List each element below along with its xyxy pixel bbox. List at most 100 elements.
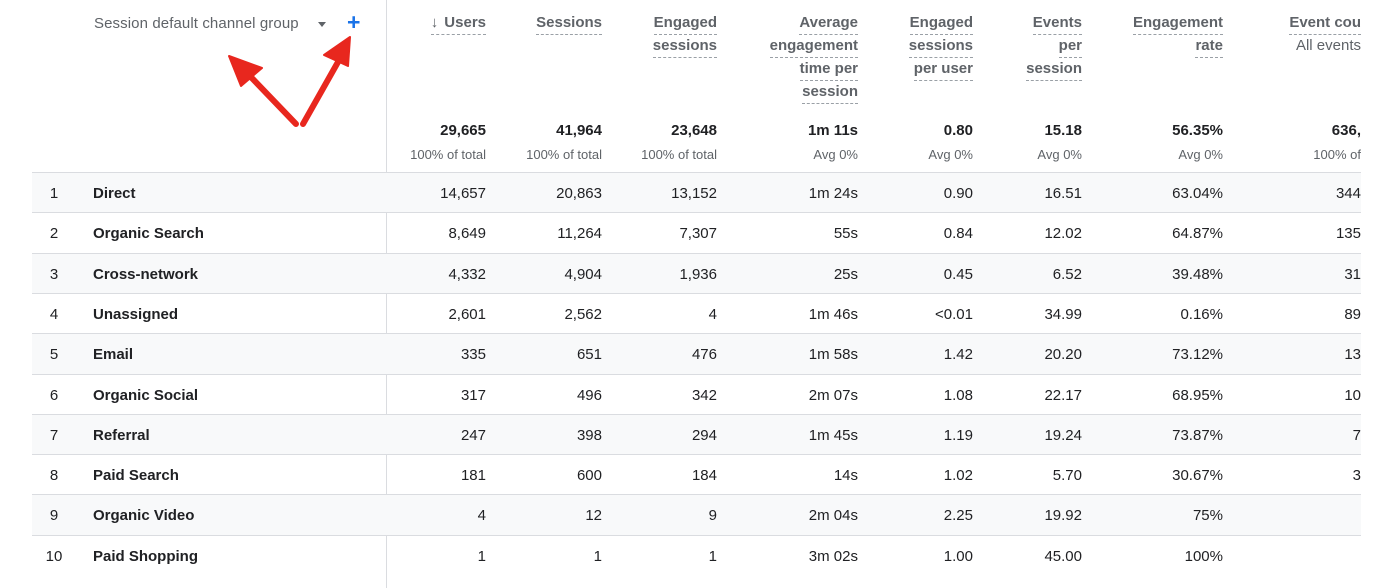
total-value: 1m 11s	[807, 122, 858, 139]
channel-name[interactable]: Organic Social	[93, 386, 199, 404]
cell-users: 1	[477, 547, 486, 565]
column-header-line: time per	[799, 60, 858, 77]
total-value: 15.18	[1044, 122, 1082, 139]
table-row[interactable]: 10 Paid Shopping 1 1 1 3m 02s 1.00 45.00 100%	[32, 534, 1361, 576]
column-header-engaged-sessions[interactable]: Engaged sessions	[652, 12, 717, 58]
cell-events-per-session: 20.20	[1044, 346, 1082, 364]
table-row[interactable]: 4 Unassigned 2,601 2,562 4 1m 46s <0.01 34.99 0.…	[32, 292, 1361, 334]
caret-down-icon[interactable]	[318, 22, 326, 27]
row-index: 9	[49, 507, 59, 525]
cell-event-cou: 135	[1335, 225, 1361, 243]
cell-users: 335	[460, 346, 486, 364]
row-index: 2	[49, 225, 59, 243]
channel-name[interactable]: Organic Search	[93, 225, 204, 243]
channel-name[interactable]: Cross-network	[93, 265, 199, 283]
column-header-line: Sessions	[536, 14, 602, 31]
column-header-label: rate	[1195, 35, 1223, 58]
cell-engaged-sessions: 9	[708, 507, 717, 525]
table-row[interactable]: 1 Direct 14,657 20,863 13,152 1m 24s 0.90 16.51…	[32, 172, 1361, 213]
total-value: 636,	[1331, 122, 1361, 139]
cell-event-cou: 31	[1344, 265, 1361, 283]
cell-engaged-sessions-per-user: 1.19	[943, 426, 973, 444]
column-header-events-per-session[interactable]: Events per session	[1026, 12, 1082, 81]
cell-users: 317	[460, 386, 486, 404]
cell-engagement-rate: 75%	[1192, 507, 1223, 525]
cell-sessions: 11,264	[557, 225, 602, 243]
table-row[interactable]: 6 Organic Social 317 496 342 2m 07s 1.08 22.17 6…	[32, 373, 1361, 415]
row-index: 5	[49, 346, 59, 364]
channel-name[interactable]: Email	[93, 346, 134, 364]
channel-name[interactable]: Paid Shopping	[93, 547, 198, 565]
cell-engaged-sessions-per-user: 0.84	[943, 225, 973, 243]
column-header-label: Events	[1032, 12, 1082, 35]
column-header-subtitle: All events	[1295, 37, 1361, 54]
cell-average-engagement-time-per-session: 1m 46s	[808, 305, 858, 323]
cell-average-engagement-time-per-session: 2m 04s	[808, 507, 858, 525]
row-index: 10	[45, 547, 63, 565]
cell-average-engagement-time-per-session: 1m 45s	[808, 426, 858, 444]
total-subtext: 100% of total	[410, 147, 486, 162]
column-header-label: sessions	[908, 35, 973, 58]
channel-name[interactable]: Paid Search	[93, 467, 179, 485]
table-row[interactable]: 3 Cross-network 4,332 4,904 1,936 25s 0.45 6.52…	[32, 252, 1361, 294]
table-row[interactable]: 7 Referral 247 398 294 1m 45s 1.19 19.24 73.87% 7	[32, 413, 1361, 455]
cell-users: 14,657	[440, 185, 486, 202]
cell-average-engagement-time-per-session: 3m 02s	[808, 547, 858, 565]
column-header-label: Event cou	[1289, 12, 1361, 35]
cell-engaged-sessions: 184	[691, 467, 717, 485]
cell-engaged-sessions-per-user: 0.45	[943, 265, 973, 283]
channel-name[interactable]: Unassigned	[93, 305, 179, 323]
column-header-line: Engaged	[653, 14, 717, 31]
cell-average-engagement-time-per-session: 14s	[833, 467, 858, 485]
cell-event-cou: 13	[1344, 346, 1361, 364]
annotation-arrow-right	[300, 59, 341, 127]
plus-icon[interactable]: +	[347, 9, 361, 35]
column-header-line: engagement	[769, 37, 858, 54]
cell-users: 2,601	[448, 305, 486, 323]
cell-engaged-sessions-per-user: 0.90	[943, 185, 973, 202]
column-header-sessions[interactable]: Sessions	[536, 12, 602, 35]
cell-average-engagement-time-per-session: 1m 58s	[808, 346, 858, 364]
column-header-users[interactable]: ↓ Users	[430, 12, 486, 35]
cell-engagement-rate: 0.16%	[1180, 305, 1223, 323]
total-value: 23,648	[671, 122, 717, 139]
column-header-engaged-sessions-per-user[interactable]: Engaged sessions per user	[908, 12, 973, 81]
total-subtext: 100% of total	[526, 147, 602, 162]
channel-name[interactable]: Referral	[93, 426, 150, 444]
cell-sessions: 496	[576, 386, 602, 404]
cell-users: 247	[460, 426, 486, 444]
column-header-line: Engagement	[1132, 14, 1223, 31]
annotation-arrowhead-right	[323, 36, 351, 67]
column-header-label: Engaged	[909, 12, 973, 35]
cell-engaged-sessions-per-user: 1.42	[943, 346, 973, 364]
column-header-label: per user	[913, 58, 973, 81]
cell-engaged-sessions: 4	[708, 305, 717, 323]
cell-events-per-session: 19.24	[1044, 426, 1082, 444]
cell-engagement-rate: 68.95%	[1172, 386, 1223, 404]
cell-engaged-sessions-per-user: 1.00	[943, 547, 973, 565]
cell-sessions: 4,904	[564, 265, 602, 283]
table-row[interactable]: 8 Paid Search 181 600 184 14s 1.02 5.70 30.67% 3	[32, 454, 1361, 495]
total-subtext: Avg 0%	[1178, 147, 1223, 162]
column-header-label: ↓ Users	[430, 12, 486, 35]
cell-events-per-session: 6.52	[1052, 265, 1082, 283]
cell-engaged-sessions: 1	[708, 547, 717, 565]
row-index: 7	[49, 426, 59, 444]
arrow-down-icon[interactable]: ↓	[430, 14, 439, 31]
table-row[interactable]: 5 Email 335 651 476 1m 58s 1.42 20.20 73.12% 13	[32, 333, 1361, 375]
annotation-arrowhead-left	[228, 55, 263, 87]
channel-name[interactable]: Organic Video	[93, 507, 195, 525]
column-header-average-engagement-time-per-session[interactable]: Average engagement time per session	[769, 12, 858, 104]
column-header-event-cou[interactable]: Event cou All events	[1289, 12, 1361, 57]
cell-event-cou: 3	[1352, 467, 1361, 485]
dimension-column-header[interactable]: Session default channel group	[94, 15, 299, 32]
table-row[interactable]: 9 Organic Video 4 12 9 2m 04s 2.25 19.92 75%	[32, 494, 1361, 536]
cell-event-cou: 10	[1344, 386, 1361, 404]
cell-engaged-sessions-per-user: 1.08	[943, 386, 973, 404]
channel-name[interactable]: Direct	[93, 185, 136, 202]
column-header-engagement-rate[interactable]: Engagement rate	[1132, 12, 1223, 58]
column-header-line: Events	[1032, 14, 1082, 31]
table-row[interactable]: 2 Organic Search 8,649 11,264 7,307 55s 0.84 12…	[32, 212, 1361, 253]
cell-events-per-session: 16.51	[1044, 185, 1082, 202]
